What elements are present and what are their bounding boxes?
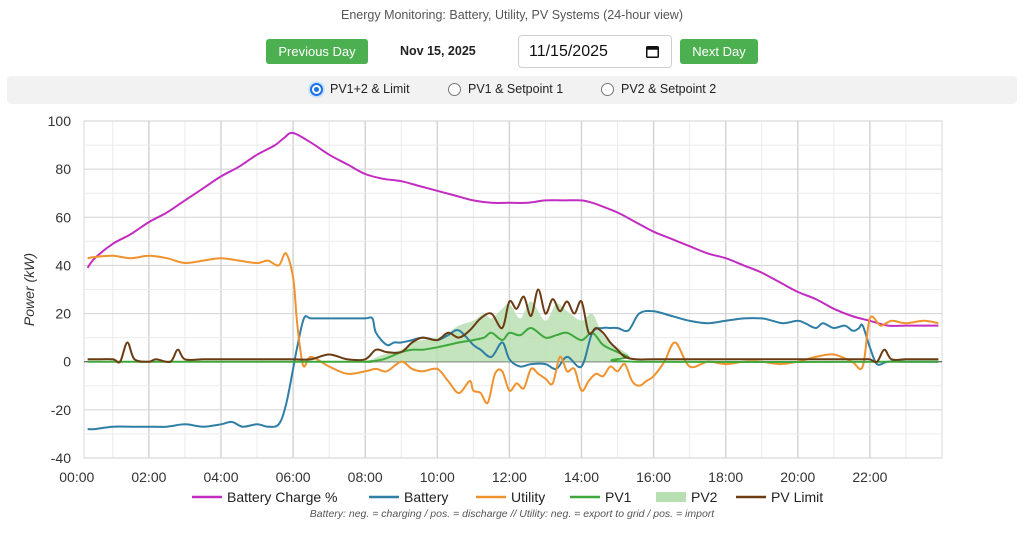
radio-label: PV1 & Setpoint 1 bbox=[468, 82, 564, 96]
y-tick-label: -40 bbox=[51, 450, 71, 466]
y-axis-label: Power (kW) bbox=[21, 253, 37, 326]
legend-label-pv1: PV1 bbox=[605, 489, 632, 505]
y-tick-label: 80 bbox=[55, 161, 71, 177]
series-pv2-area bbox=[87, 301, 939, 363]
x-tick-label: 00:00 bbox=[59, 469, 94, 485]
radio-label: PV1+2 & Limit bbox=[330, 82, 410, 96]
series-pv1-line bbox=[87, 327, 939, 364]
next-day-button[interactable]: Next Day bbox=[680, 39, 758, 64]
x-tick-label: 06:00 bbox=[276, 469, 311, 485]
y-tick-label: 60 bbox=[55, 209, 71, 225]
calendar-icon[interactable] bbox=[646, 45, 659, 58]
radio-unselected-icon bbox=[601, 82, 614, 96]
x-tick-label: 02:00 bbox=[131, 469, 166, 485]
legend-label-battery: Battery bbox=[404, 489, 448, 505]
legend-label-pv2: PV2 bbox=[691, 489, 718, 505]
x-tick-label: 22:00 bbox=[852, 469, 887, 485]
y-tick-label: 40 bbox=[55, 257, 71, 273]
x-tick-label: 04:00 bbox=[203, 469, 238, 485]
x-tick-label: 12:00 bbox=[492, 469, 527, 485]
x-tick-label: 08:00 bbox=[348, 469, 383, 485]
y-tick-label: 20 bbox=[55, 306, 71, 322]
x-tick-label: 20:00 bbox=[780, 469, 815, 485]
legend-swatch-pv2 bbox=[656, 492, 686, 502]
radio-pv2-setpoint2[interactable]: PV2 & Setpoint 2 bbox=[601, 82, 716, 96]
y-tick-label: -20 bbox=[51, 402, 71, 418]
series-battery-line bbox=[87, 309, 939, 431]
legend-label-battery-charge: Battery Charge % bbox=[227, 489, 338, 505]
radio-selected-icon bbox=[310, 82, 323, 96]
previous-day-button[interactable]: Previous Day bbox=[266, 39, 368, 64]
view-selector: PV1+2 & Limit PV1 & Setpoint 1 PV2 & Set… bbox=[7, 76, 1017, 104]
y-tick-label: 0 bbox=[63, 354, 71, 370]
radio-label: PV2 & Setpoint 2 bbox=[621, 82, 717, 96]
series-pv-limit-line bbox=[87, 288, 939, 364]
x-tick-label: 14:00 bbox=[564, 469, 599, 485]
radio-unselected-icon bbox=[448, 82, 461, 96]
radio-pv1-setpoint1[interactable]: PV1 & Setpoint 1 bbox=[448, 82, 563, 96]
x-tick-label: 10:00 bbox=[420, 469, 455, 485]
x-tick-label: 18:00 bbox=[708, 469, 743, 485]
legend-label-pv-limit: PV Limit bbox=[771, 489, 823, 505]
chart-title: Energy Monitoring: Battery, Utility, PV … bbox=[340, 8, 683, 22]
energy-chart: -40 -20 0 20 40 60 80 100 00:00 02:00 04:00 06:00 08… bbox=[21, 113, 943, 505]
date-picker-input[interactable]: 11/15/2025 bbox=[518, 35, 672, 68]
series-battery-charge-line bbox=[86, 131, 939, 327]
legend-label-utility: Utility bbox=[511, 489, 545, 505]
radio-pv1-pv2-limit[interactable]: PV1+2 & Limit bbox=[310, 82, 410, 96]
date-input-value: 11/15/2025 bbox=[529, 42, 608, 60]
chart-footnote: Battery: neg. = charging / pos. = discha… bbox=[309, 508, 715, 520]
y-tick-label: 100 bbox=[48, 113, 72, 129]
current-date-label: Nov 15, 2025 bbox=[400, 44, 476, 58]
x-tick-label: 16:00 bbox=[636, 469, 671, 485]
date-navigation: Previous Day Nov 15, 2025 11/15/2025 Nex… bbox=[0, 35, 1024, 68]
